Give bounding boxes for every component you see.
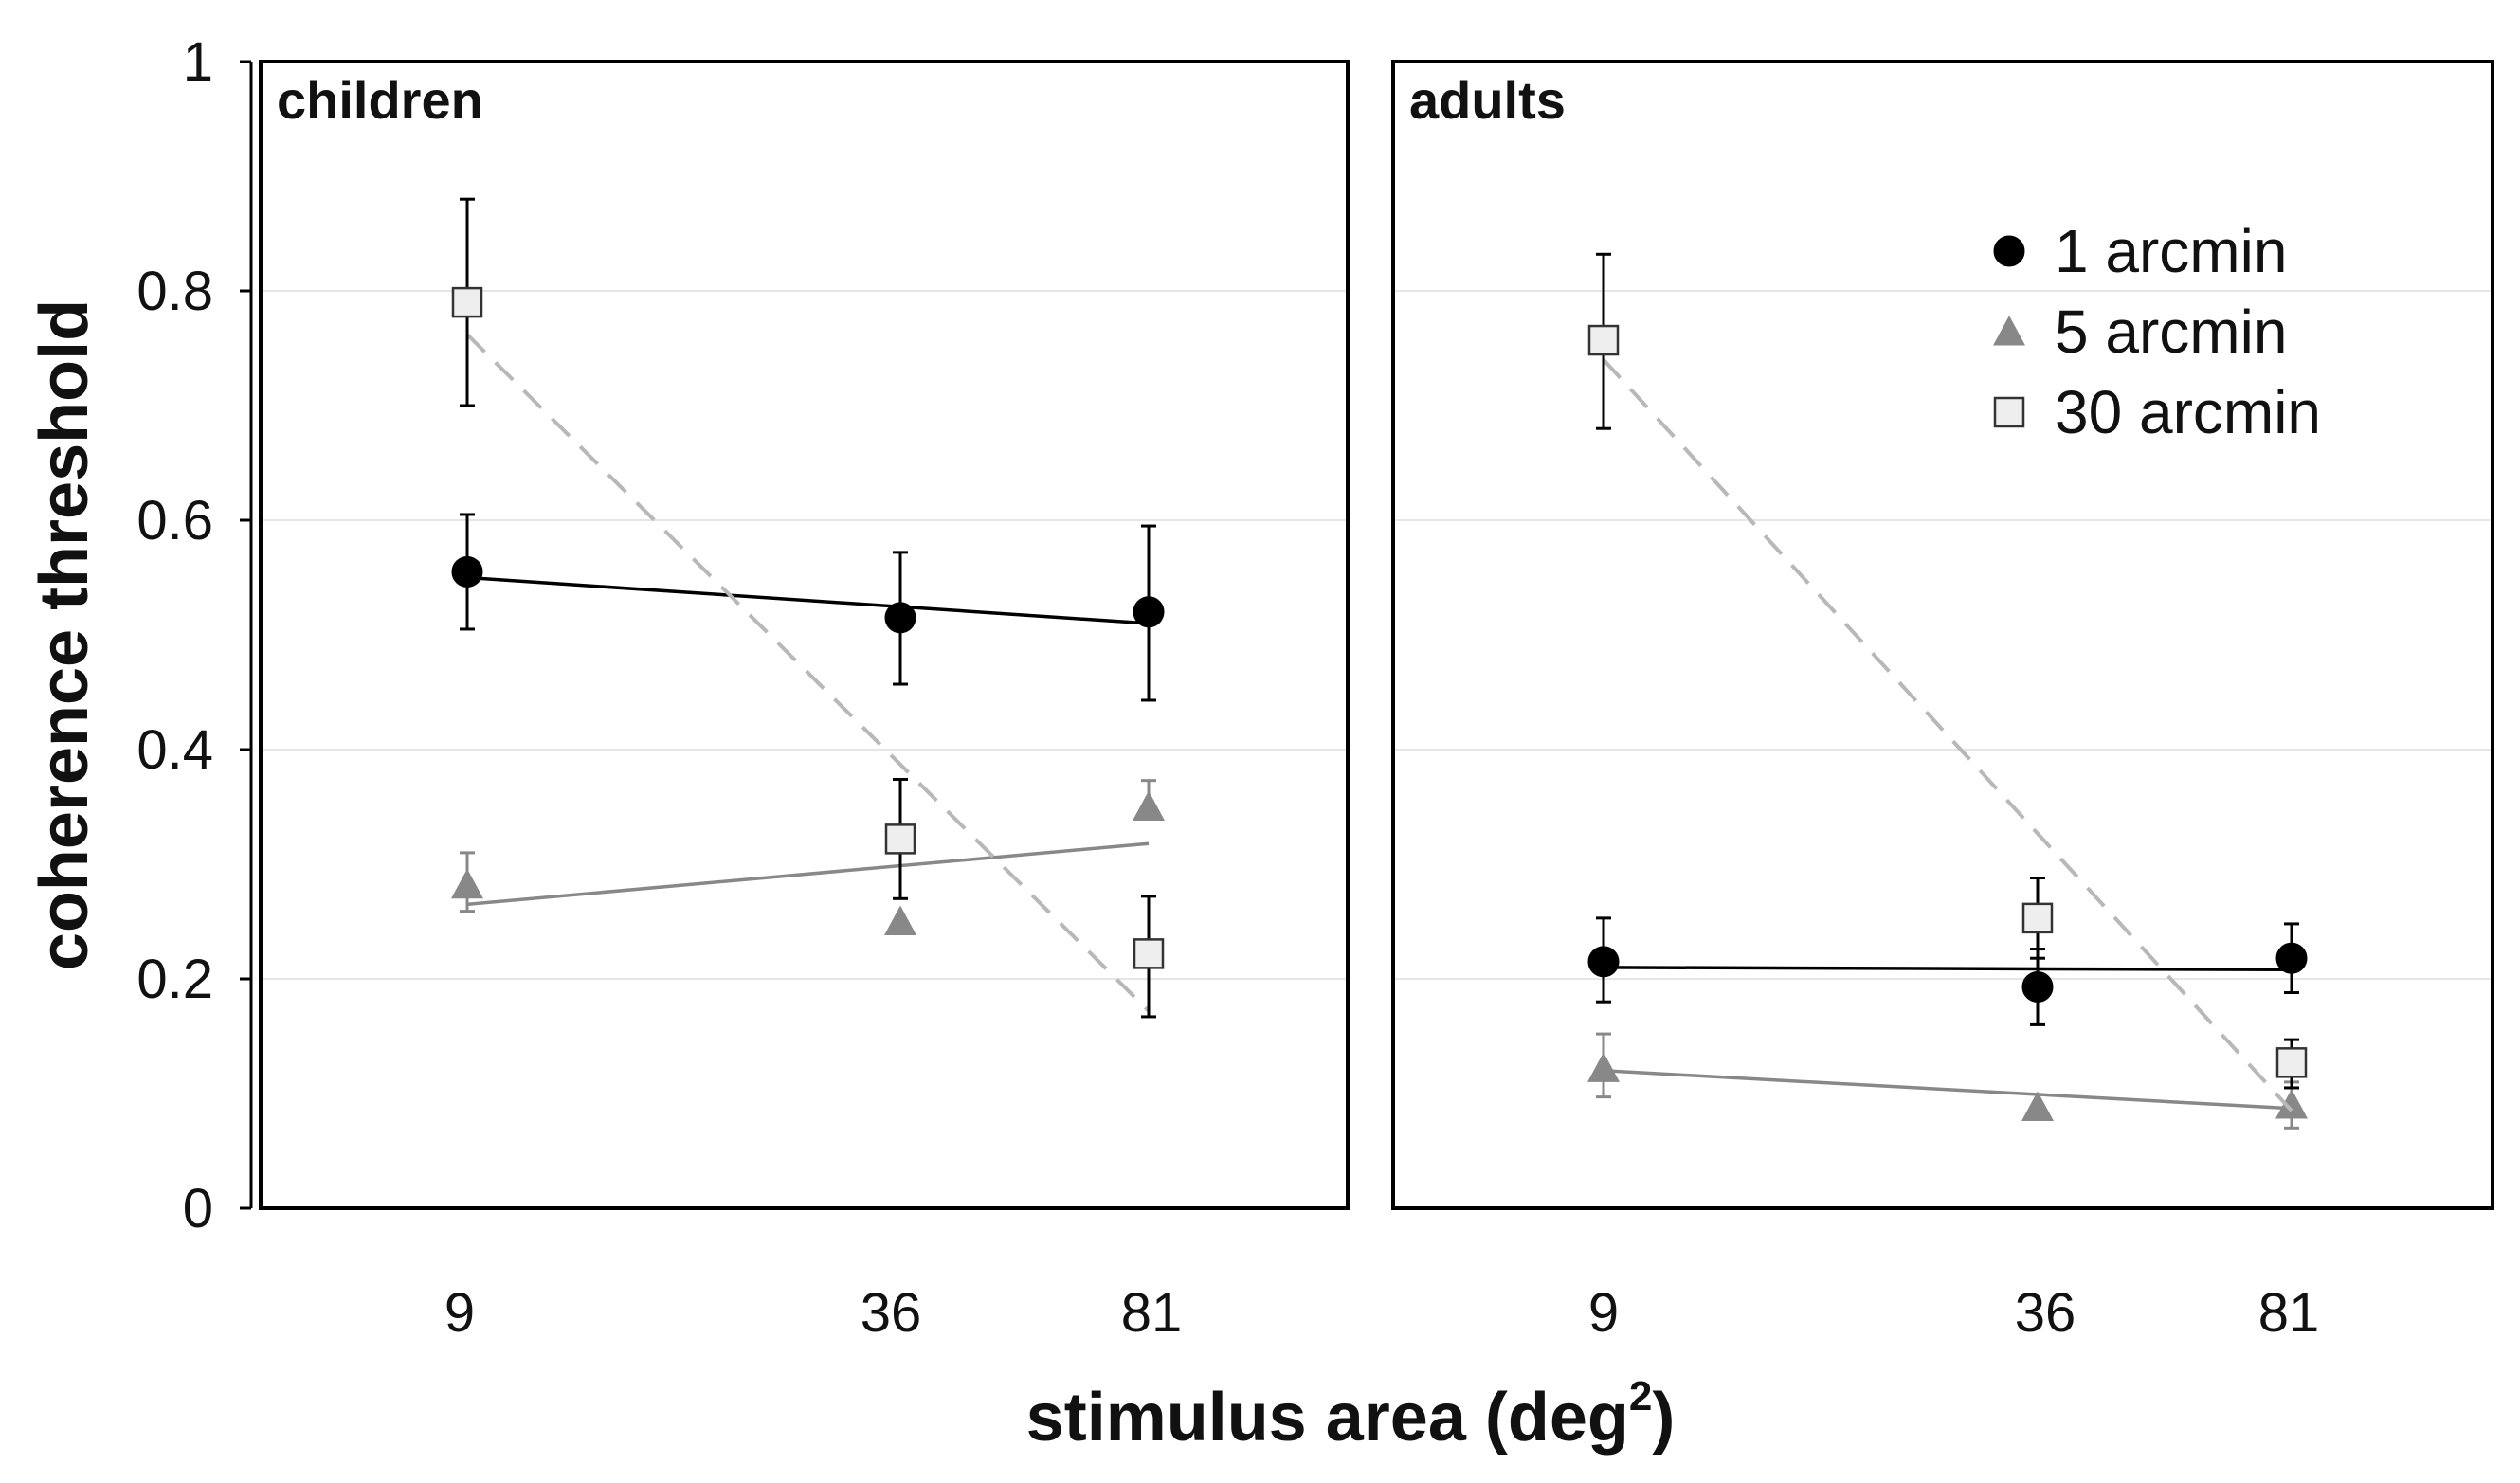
panel-title-children: children	[277, 70, 483, 130]
fit-line-adults-30-arcmin	[1602, 358, 2293, 1112]
x-tick-label: 81	[2258, 1282, 2320, 1344]
y-axis-title: coherence threshold	[27, 299, 102, 970]
fit-line-adults-5-arcmin	[1603, 1069, 2293, 1111]
x-axis-title: stimulus area (deg2)	[1026, 1373, 1676, 1456]
x-axis-title-superscript: 2	[1629, 1373, 1652, 1420]
point-adults-30-arcmin-81	[2275, 1047, 2308, 1078]
data-layer	[451, 197, 2308, 1130]
point-children-30-arcmin-81	[1133, 938, 1165, 969]
y-tick-label: 1	[183, 31, 213, 93]
fit-line-children-30-arcmin	[465, 333, 1151, 1013]
fit-line-children-5-arcmin	[466, 841, 1150, 907]
y-tick-label: 0.6	[136, 490, 213, 552]
y-tick-label: 0.4	[136, 719, 213, 781]
panel-title-adults: adults	[1409, 70, 1566, 130]
legend-label: 30 arcmin	[2055, 378, 2321, 446]
x-tick-label: 36	[861, 1282, 922, 1344]
point-children-1-arcmin-81	[1133, 596, 1165, 628]
panel-frames	[259, 60, 2494, 1210]
point-children-30-arcmin-36	[884, 823, 916, 855]
point-children-1-arcmin-9	[451, 555, 483, 588]
panel-frame-adults	[1391, 60, 2494, 1210]
point-adults-5-arcmin-81	[2275, 1089, 2308, 1119]
point-children-5-arcmin-81	[1133, 790, 1165, 821]
fit-line-adults-1-arcmin	[1603, 966, 2293, 972]
point-adults-30-arcmin-36	[2021, 902, 2054, 934]
point-adults-5-arcmin-9	[1587, 1052, 1620, 1082]
x-tick-label: 81	[1121, 1282, 1183, 1344]
point-children-1-arcmin-36	[884, 602, 916, 634]
x-tick-label: 9	[444, 1282, 475, 1344]
panel-frame-children	[259, 60, 1350, 1210]
point-adults-1-arcmin-36	[2021, 970, 2054, 1003]
y-tick-label: 0.8	[136, 261, 213, 322]
point-children-30-arcmin-9	[451, 286, 483, 318]
y-axis	[240, 60, 253, 1210]
y-tick-label: 0	[183, 1178, 213, 1239]
x-axis-title-suffix: )	[1652, 1380, 1675, 1456]
x-tick-label: 36	[2015, 1282, 2076, 1344]
legend-marker-5-arcmin	[1993, 316, 2025, 346]
point-children-5-arcmin-9	[451, 868, 483, 899]
x-axis-title-main: stimulus area (deg	[1026, 1380, 1629, 1456]
point-adults-30-arcmin-9	[1587, 324, 1620, 356]
point-adults-1-arcmin-9	[1587, 946, 1620, 978]
legend-marker-1-arcmin	[1993, 235, 2025, 267]
legend-marker-30-arcmin	[1993, 396, 2025, 428]
legend-label: 5 arcmin	[2055, 298, 2287, 366]
x-tick-label: 9	[1588, 1282, 1619, 1344]
point-adults-5-arcmin-36	[2021, 1091, 2054, 1121]
legend-label: 1 arcmin	[2055, 217, 2287, 285]
point-children-5-arcmin-36	[884, 905, 916, 935]
fit-line-children-1-arcmin	[466, 575, 1150, 625]
grid-layer	[261, 290, 2493, 980]
y-tick-label: 0.2	[136, 949, 213, 1010]
point-adults-1-arcmin-81	[2275, 942, 2308, 974]
text-layer: 0 0.2 0.4 0.6 0.8 1 coherence threshold stimulu…	[27, 31, 2321, 1456]
